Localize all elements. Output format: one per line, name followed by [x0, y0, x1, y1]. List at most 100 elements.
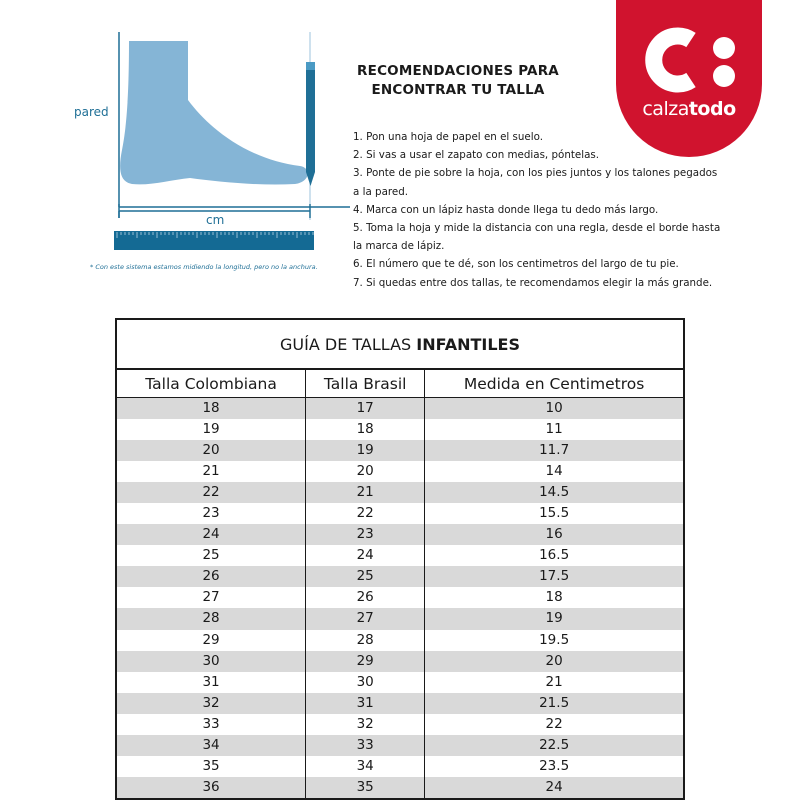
talla-brasil-cell: 27: [305, 608, 426, 630]
table-row: 27 26 18: [116, 587, 684, 609]
instructions-heading: RECOMENDACIONES PARA ENCONTRAR TU TALLA: [340, 62, 576, 100]
table-row: 18 17 10: [116, 397, 684, 420]
medida-cm-cell: 17.5: [424, 566, 684, 588]
talla-colombiana-cell: 34: [116, 734, 307, 756]
table-row: 34 33 22.5: [116, 734, 684, 756]
step: 6. El número que te dé, son los centimet…: [353, 258, 679, 271]
table-row: 30 29 20: [116, 650, 684, 672]
talla-brasil-cell: 33: [305, 734, 426, 756]
medida-cm-cell: 16.5: [539, 547, 570, 564]
table-row: 19 18 11: [116, 419, 684, 441]
talla-colombiana-cell: 22: [116, 482, 307, 504]
talla-brasil-cell: 18: [305, 419, 426, 441]
talla-brasil-cell: 34: [305, 755, 426, 777]
talla-colombiana-cell: 21: [116, 461, 307, 483]
table-row: 28 27 19: [116, 608, 684, 630]
table-row: 36 35 24: [116, 776, 684, 799]
heading-line-2: ENCONTRAR TU TALLA: [371, 82, 545, 98]
table-row: 25 24 16.5: [116, 545, 684, 567]
talla-brasil-cell: 17: [305, 397, 426, 420]
table-title: GUÍA DE TALLAS INFANTILES: [116, 319, 684, 370]
table-row: 29 28 19.5: [116, 629, 684, 651]
cm-label: cm: [206, 213, 225, 227]
header-talla-brasil: Talla Brasil: [305, 369, 426, 398]
talla-brasil-cell: 28: [305, 629, 426, 651]
medida-cm-cell: 23.5: [539, 757, 570, 774]
table-row: 20 19 11.7: [116, 440, 684, 462]
talla-colombiana-cell: 24: [116, 524, 307, 546]
medida-cm-cell: 22.5: [424, 734, 684, 756]
talla-colombiana-cell: 31: [116, 671, 307, 693]
talla-brasil-cell: 35: [305, 776, 426, 799]
table-row: 33 32 22: [116, 713, 684, 735]
foot-shape: [120, 41, 308, 185]
medida-cm-cell: 21: [545, 673, 563, 690]
table-row: 21 20 14: [116, 461, 684, 483]
logo-c-colon-icon: [645, 27, 735, 93]
calzatodo-logo: calzatodo: [616, 0, 762, 157]
footnote: * Con este sistema estamos midiendo la l…: [90, 263, 318, 271]
table-row: 22 21 14.5: [116, 482, 684, 504]
talla-brasil-cell: 29: [305, 650, 426, 672]
talla-brasil-cell: 19: [305, 440, 426, 462]
talla-colombiana-cell: 19: [116, 419, 307, 441]
talla-brasil-cell: 25: [305, 566, 426, 588]
talla-colombiana-cell: 32: [116, 692, 307, 714]
talla-brasil-cell: 22: [305, 503, 426, 525]
talla-colombiana-cell: 26: [116, 566, 307, 588]
medida-cm-cell: 18: [545, 589, 563, 606]
ruler: [114, 231, 314, 250]
talla-colombiana-cell: 20: [116, 440, 307, 462]
talla-brasil-cell: 31: [305, 692, 426, 714]
talla-colombiana-cell: 23: [116, 503, 307, 525]
medida-cm-cell: 22: [545, 715, 563, 732]
talla-brasil-cell: 20: [305, 461, 426, 483]
medida-cm-cell: 24: [424, 776, 684, 799]
measure-line: [118, 204, 311, 218]
table-row: 32 31 21.5: [116, 692, 684, 714]
talla-colombiana-cell: 29: [116, 629, 307, 651]
step: 7. Si quedas entre dos tallas, te recome…: [353, 276, 713, 289]
wall-label: pared: [74, 105, 109, 119]
step: 4. Marca con un lápiz hasta donde llega …: [353, 203, 659, 216]
talla-colombiana-cell: 25: [116, 545, 307, 567]
instructions-list: 1. Pon una hoja de papel en el suelo. 2.…: [353, 128, 733, 292]
pencil-icon: [306, 62, 315, 186]
size-guide-table: GUÍA DE TALLAS INFANTILES Talla Colombia…: [115, 318, 685, 800]
medida-cm-cell: 20: [424, 650, 684, 672]
step: la marca de lápiz.: [353, 240, 445, 253]
header-medida-cm: Medida en Centimetros: [424, 369, 684, 398]
table-row: 23 22 15.5: [116, 503, 684, 525]
table-row: 26 25 17.5: [116, 566, 684, 588]
talla-brasil-cell: 32: [305, 713, 426, 735]
medida-cm-cell: 11.7: [424, 440, 684, 462]
talla-brasil-cell: 30: [305, 671, 426, 693]
talla-colombiana-cell: 18: [116, 397, 307, 420]
logo-wordmark: calzatodo: [642, 98, 736, 120]
table-row: 31 30 21: [116, 671, 684, 693]
step: 3. Ponte de pie sobre la hoja, con los p…: [353, 167, 718, 180]
talla-colombiana-cell: 35: [116, 755, 307, 777]
step: 1. Pon una hoja de papel en el suelo.: [353, 131, 544, 143]
medida-cm-cell: 16: [424, 524, 684, 546]
medida-cm-cell: 14: [545, 463, 563, 480]
medida-cm-cell: 19: [424, 608, 684, 630]
talla-brasil-cell: 23: [305, 524, 426, 546]
talla-brasil-cell: 21: [305, 482, 426, 504]
table-row: 24 23 16: [116, 524, 684, 546]
talla-colombiana-cell: 36: [116, 776, 307, 799]
talla-colombiana-cell: 27: [116, 587, 307, 609]
heading-line-1: RECOMENDACIONES PARA: [357, 63, 559, 79]
header-talla-colombiana: Talla Colombiana: [116, 369, 307, 398]
medida-cm-cell: 21.5: [424, 692, 684, 714]
talla-colombiana-cell: 33: [116, 713, 307, 735]
talla-brasil-cell: 24: [305, 545, 426, 567]
step: a la pared.: [353, 185, 409, 198]
table-row: 35 34 23.5: [116, 755, 684, 777]
talla-colombiana-cell: 30: [116, 650, 307, 672]
step: 5. Toma la hoja y mide la distancia con …: [353, 222, 721, 235]
talla-colombiana-cell: 28: [116, 608, 307, 630]
foot-measurement-illustration: [114, 32, 350, 250]
step: 2. Si vas a usar el zapato con medias, p…: [353, 149, 600, 162]
medida-cm-cell: 19.5: [539, 631, 570, 648]
